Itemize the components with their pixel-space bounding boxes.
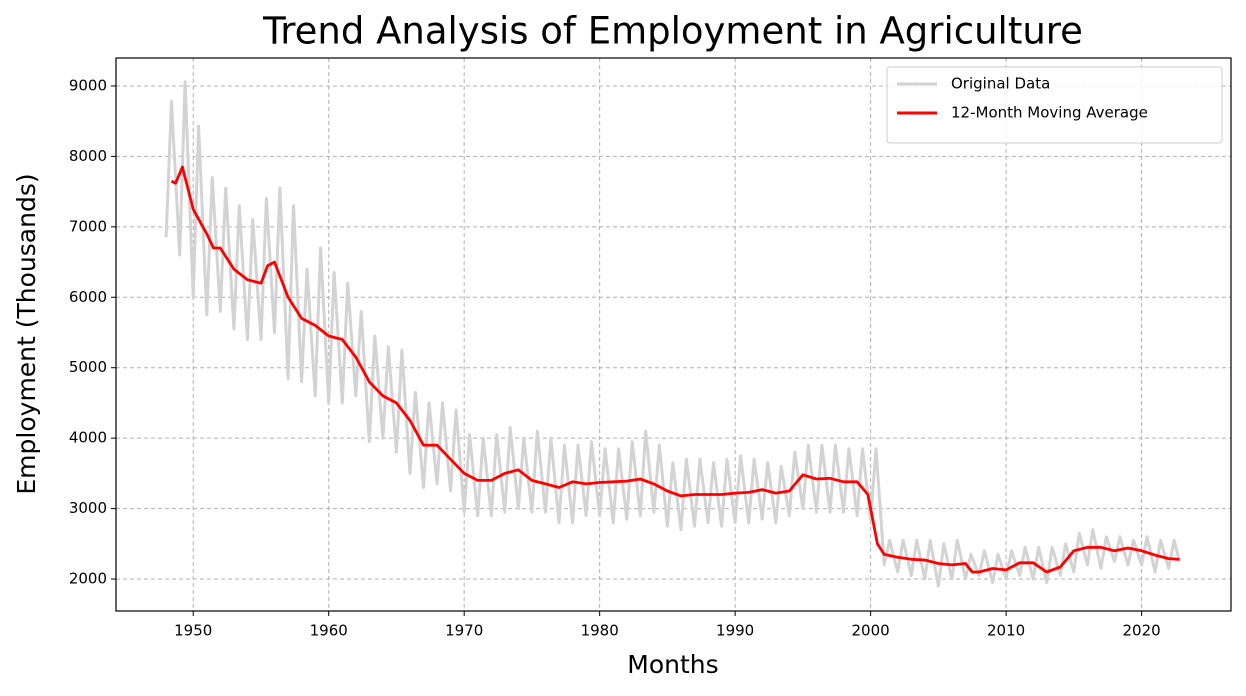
legend: Original Data 12-Month Moving Average xyxy=(886,66,1223,144)
y-tick-label: 6000 xyxy=(69,288,107,306)
x-tick-label: 1990 xyxy=(716,622,754,640)
y-tick-label: 9000 xyxy=(69,76,107,94)
x-tick-label: 2020 xyxy=(1122,622,1160,640)
legend-box xyxy=(886,66,1223,144)
x-tick-label: 2010 xyxy=(987,622,1025,640)
x-tick-label: 1950 xyxy=(174,622,212,640)
plot-frame xyxy=(115,57,1232,612)
x-tick-label: 1980 xyxy=(581,622,619,640)
x-tick-label: 2000 xyxy=(852,622,890,640)
y-axis-label: Employment (Thousands) xyxy=(12,173,41,494)
chart-title: Trend Analysis of Employment in Agricult… xyxy=(262,10,1083,53)
y-tick-label: 3000 xyxy=(69,499,107,517)
legend-label: Original Data xyxy=(951,75,1050,93)
y-tick-label: 7000 xyxy=(69,217,107,235)
data-line xyxy=(170,165,1180,574)
x-axis-label: Months xyxy=(627,650,718,679)
y-tick-label: 5000 xyxy=(69,358,107,376)
x-tick-label: 1960 xyxy=(310,622,348,640)
legend-label: 12-Month Moving Average xyxy=(951,104,1148,122)
y-tick-label: 8000 xyxy=(69,147,107,165)
x-tick-label: 1970 xyxy=(445,622,483,640)
data-line xyxy=(164,80,1181,588)
y-tick-label: 2000 xyxy=(69,570,107,588)
y-tick-label: 4000 xyxy=(69,429,107,447)
